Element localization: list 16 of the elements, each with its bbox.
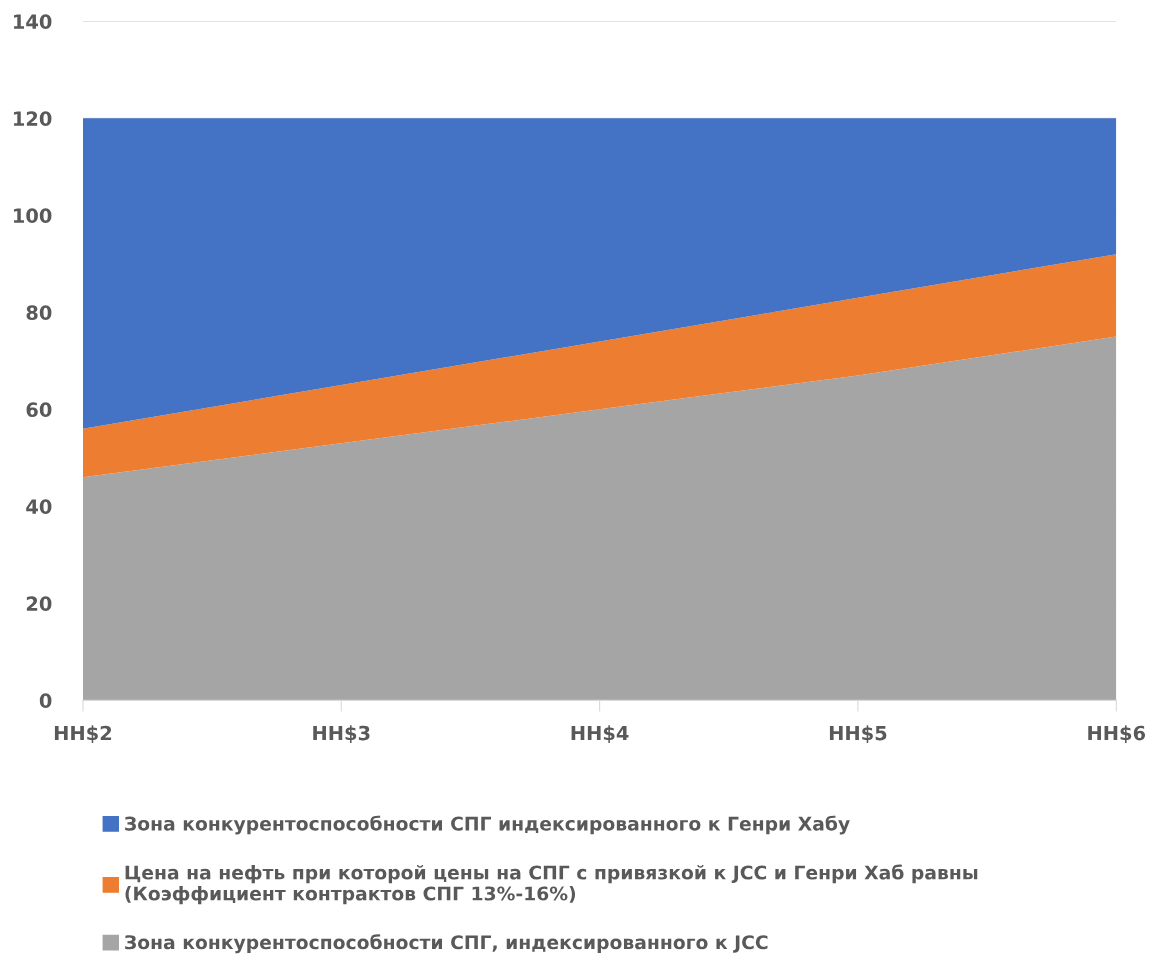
y-tick-label: 60 (26, 402, 52, 417)
x-tick-label: HH$4 (571, 725, 629, 743)
y-tick-label: 120 (13, 111, 52, 126)
y-tick-label: 80 (26, 305, 52, 320)
y-tick-label: 0 (39, 693, 52, 708)
legend-label: Зона конкурентоспособности СПГ, индексированного к JCC (125, 934, 768, 954)
x-tick-label: HH$2 (54, 725, 112, 743)
x-tick-label: HH$3 (313, 725, 370, 743)
y-tick-label: 40 (26, 499, 52, 514)
legend-label: Зона конкурентоспособности СПГ индексированного к Генри Хабу (125, 815, 850, 835)
x-tick-label: HH$5 (829, 725, 887, 743)
y-tick-label: 100 (13, 208, 52, 223)
y-tick-label: 140 (13, 14, 52, 29)
x-tick-label: HH$6 (1088, 725, 1146, 743)
y-tick-label: 20 (26, 596, 52, 611)
legend-label: Цена на нефть при которой цены на СПГ с привязкой к JCC и Генри Хаб равны (Коэффициент контрактов СПГ 13%-16%) (125, 864, 978, 905)
